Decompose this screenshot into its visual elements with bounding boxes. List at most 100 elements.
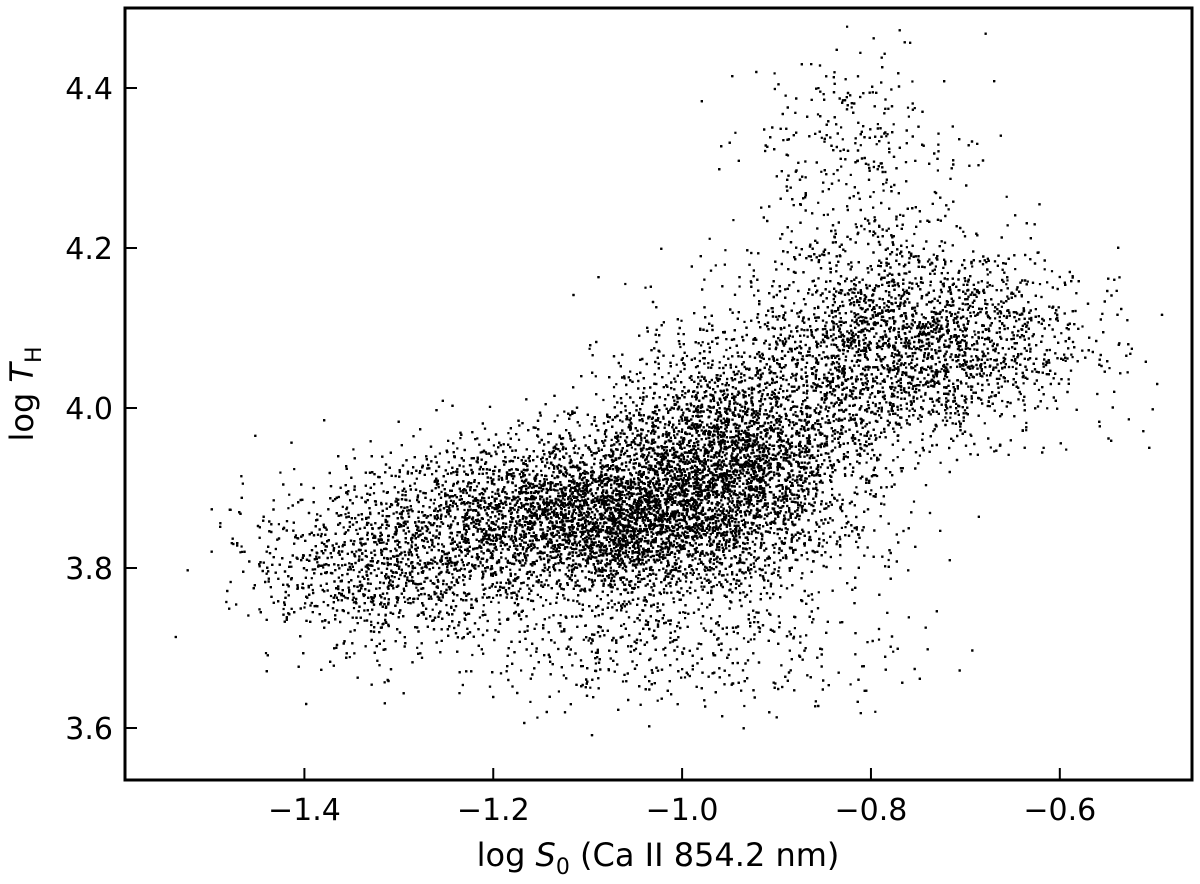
scatter-point [594,662,597,665]
scatter-point [584,514,588,517]
scatter-point [1006,295,1009,298]
scatter-point [582,638,585,641]
scatter-point [479,451,482,454]
scatter-point [674,496,677,499]
scatter-point [427,521,430,524]
scatter-point [382,639,386,642]
scatter-point [748,504,751,507]
scatter-point [830,343,833,346]
scatter-point [494,450,497,453]
scatter-point [532,547,535,550]
scatter-point [594,375,597,378]
scatter-point [762,494,765,498]
scatter-point [642,444,645,447]
scatter-point [486,596,489,599]
scatter-point [239,551,242,554]
scatter-point [877,638,881,641]
scatter-point [793,302,796,305]
scatter-point [310,577,313,580]
scatter-point [685,354,689,358]
scatter-point [820,170,823,173]
scatter-point [662,415,665,418]
scatter-point [393,576,396,579]
scatter-point [600,476,603,479]
scatter-point [557,690,560,693]
scatter-point [522,564,526,567]
scatter-point [759,592,762,595]
scatter-point [680,442,683,445]
scatter-point [448,527,451,530]
scatter-point [417,594,420,597]
scatter-point [615,441,618,444]
scatter-point [875,143,878,146]
scatter-point [401,557,404,560]
scatter-point [545,478,548,481]
scatter-point [277,523,280,526]
scatter-point [885,181,888,184]
scatter-point [883,306,886,309]
scatter-point [703,568,706,571]
scatter-point [343,543,346,546]
scatter-point [635,373,638,376]
scatter-point [717,437,720,440]
scatter-point [664,571,667,574]
scatter-point [700,344,703,347]
scatter-point [689,458,692,461]
scatter-point [622,623,626,626]
scatter-point [671,470,674,473]
scatter-point [559,614,562,617]
scatter-point [723,421,726,424]
scatter-point [679,345,682,349]
scatter-point [850,106,853,109]
scatter-point [443,591,446,594]
scatter-point [916,302,919,305]
scatter-point [817,403,820,406]
scatter-point [689,477,692,480]
scatter-point [715,409,718,412]
scatter-point [314,568,317,571]
scatter-point [348,562,351,565]
scatter-point [641,535,644,538]
scatter-point [905,246,908,249]
scatter-point [631,432,634,435]
scatter-point [866,432,869,435]
scatter-point [433,498,436,501]
scatter-point [614,538,617,541]
scatter-point [614,557,617,560]
scatter-point [749,439,752,442]
scatter-point [514,579,517,583]
scatter-point [871,301,874,304]
scatter-point [839,508,842,511]
scatter-point [746,536,749,539]
scatter-point [846,25,849,28]
scatter-point [440,490,443,493]
scatter-point [774,388,777,391]
scatter-point [781,342,785,345]
scatter-point [439,592,442,595]
scatter-point [552,514,556,517]
scatter-point [1030,316,1033,319]
scatter-point [773,72,776,75]
scatter-point [747,428,750,431]
scatter-point [871,309,874,312]
scatter-point [1019,392,1022,396]
scatter-point [753,415,756,418]
scatter-point [372,492,376,495]
scatter-point [696,528,699,532]
scatter-point [1006,279,1009,282]
scatter-point [985,374,988,377]
scatter-point [855,486,858,489]
scatter-point [382,490,385,493]
scatter-point [732,472,735,476]
scatter-point [779,370,782,373]
scatter-point [758,400,761,403]
scatter-point [666,497,669,500]
scatter-point [907,115,910,118]
scatter-point [627,550,630,554]
scatter-point [946,271,949,275]
scatter-point [624,451,627,454]
scatter-point [475,485,479,488]
scatter-point [322,526,326,529]
scatter-point [775,411,778,414]
scatter-point [876,312,880,315]
